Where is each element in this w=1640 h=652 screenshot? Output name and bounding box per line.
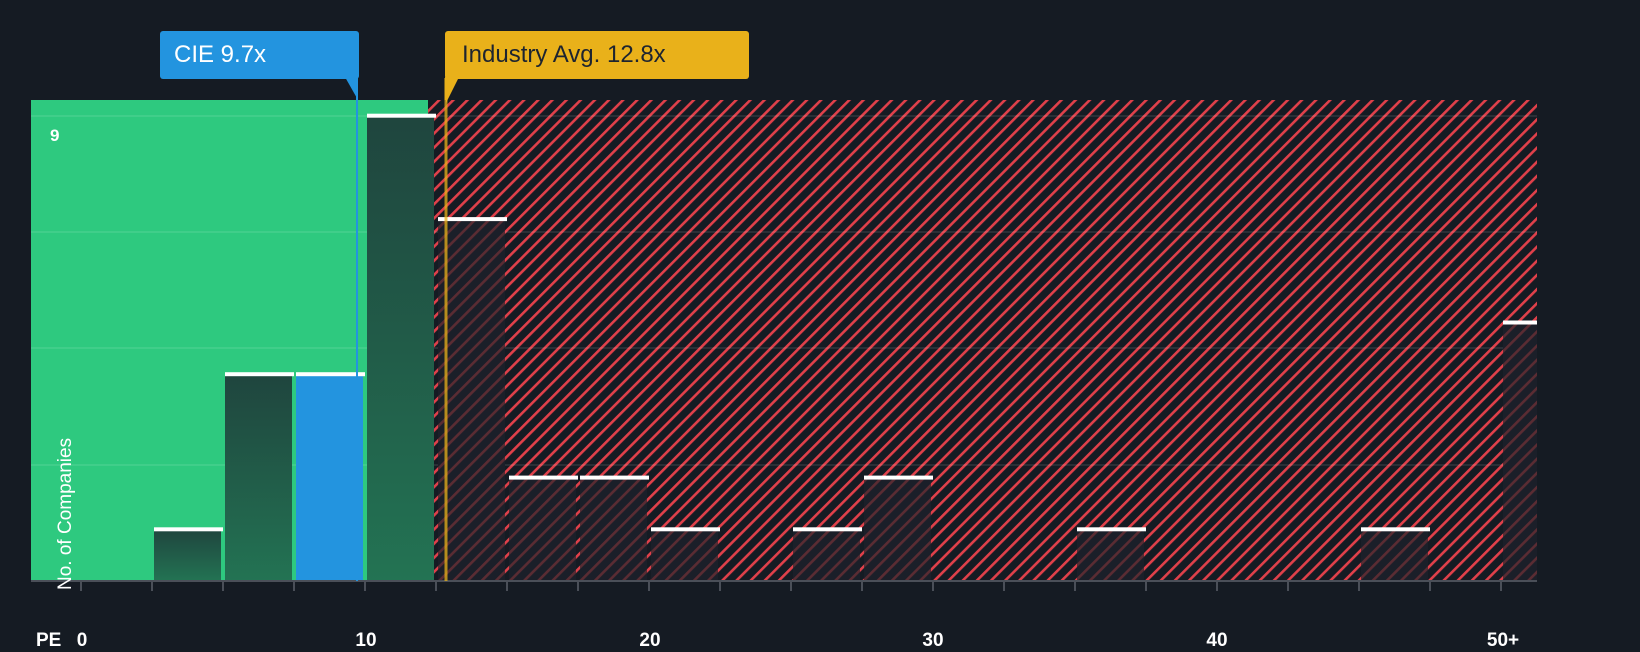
company-pe-label: CIE 9.7x — [174, 41, 267, 68]
industry-callout-pointer — [445, 77, 459, 103]
histogram-bar — [509, 477, 576, 581]
bar-top-cap — [225, 372, 294, 377]
histogram-bar — [367, 115, 434, 581]
bar-top-cap — [1077, 527, 1146, 532]
bar-top-cap — [651, 527, 720, 532]
histogram-bar — [296, 374, 363, 581]
bar-top-cap — [793, 527, 862, 532]
histogram-bar — [1503, 322, 1537, 581]
histogram-bar — [864, 477, 931, 581]
bar-top-cap — [509, 475, 578, 480]
company-pe-callout: CIE 9.7x — [160, 31, 359, 79]
histogram-bar — [580, 477, 647, 581]
industry-avg-callout: Industry Avg. 12.8x — [445, 31, 749, 79]
histogram-bar — [1077, 529, 1144, 581]
x-tick-10: 10 — [355, 630, 377, 651]
x-axis-ticks — [80, 581, 1502, 591]
x-tick-30: 30 — [922, 630, 944, 651]
histogram-bar — [438, 219, 505, 581]
x-tick-20: 20 — [639, 630, 661, 651]
bar-top-cap — [1503, 320, 1537, 325]
x-tick-0: 0 — [76, 630, 88, 651]
industry-avg-label: Industry Avg. 12.8x — [462, 41, 666, 68]
histogram-bar — [154, 529, 221, 581]
x-tick-50-plus: 50+ — [1486, 630, 1520, 651]
bar-top-cap — [1361, 527, 1430, 532]
bar-top-cap — [154, 527, 223, 532]
company-callout-pointer — [345, 77, 358, 100]
bar-top-cap — [296, 372, 365, 377]
y-axis-label: No. of Companies — [55, 437, 76, 590]
bar-top-cap — [580, 475, 649, 480]
bar-top-cap — [864, 475, 933, 480]
histogram-bar — [793, 529, 860, 581]
histogram-bars — [154, 113, 1537, 581]
histogram-bar — [651, 529, 718, 581]
bar-top-cap — [438, 217, 507, 222]
y-tick-9: 9 — [50, 126, 60, 145]
x-tick-40: 40 — [1206, 630, 1228, 651]
x-axis-label: PE — [36, 630, 62, 651]
histogram-bar — [1361, 529, 1428, 581]
histogram-bar — [225, 374, 292, 581]
bar-top-cap — [367, 113, 436, 118]
